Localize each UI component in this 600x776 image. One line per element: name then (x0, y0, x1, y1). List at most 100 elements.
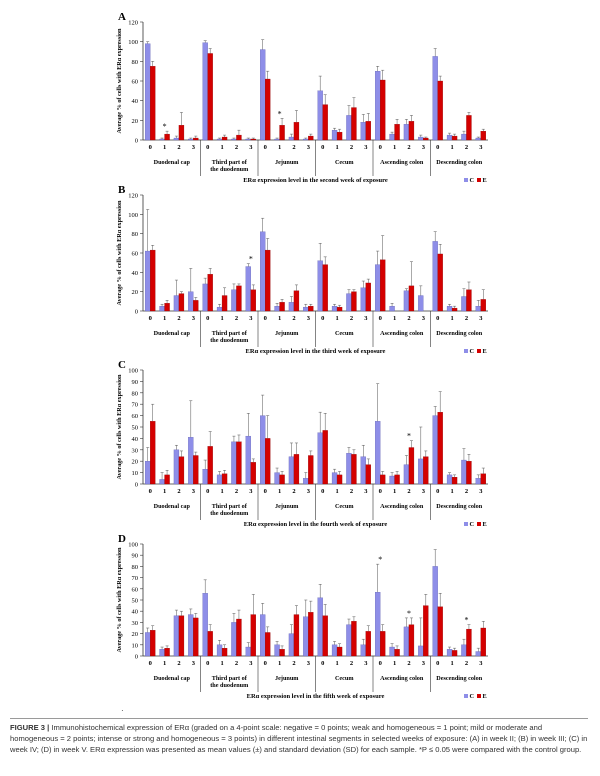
bar-c (317, 597, 323, 657)
bar-c (216, 306, 223, 312)
bar-c (389, 475, 395, 485)
bar-c (159, 306, 165, 312)
y-tick-label: 120 (128, 193, 138, 200)
level-tick-label: 2 (350, 144, 353, 151)
level-tick-label: 2 (235, 144, 238, 151)
bar-c (188, 614, 194, 657)
level-tick-label: 0 (321, 315, 324, 322)
level-tick-label: 3 (192, 660, 196, 667)
bar-e (236, 441, 242, 485)
bar-e (207, 631, 213, 657)
legend-label-c: C (470, 177, 475, 184)
level-tick-label: 2 (407, 315, 410, 322)
segment-label: Duodenal cap (154, 503, 191, 510)
y-axis-label: Average % of cells with ERα expression (116, 547, 123, 653)
panel-letter: A (118, 11, 126, 23)
bar-e (322, 615, 328, 657)
level-tick-label: 2 (292, 660, 295, 667)
bar-e (480, 131, 486, 141)
level-tick-label: 3 (422, 488, 426, 495)
level-tick-label: 2 (177, 488, 180, 495)
bar-c (216, 474, 223, 485)
bar-c (274, 472, 280, 485)
bar-e (221, 473, 228, 485)
level-tick-label: 2 (350, 660, 353, 667)
segment-label: Duodenal cap (154, 675, 191, 682)
legend-label-e: E (483, 177, 487, 184)
bar-c (461, 644, 467, 657)
y-tick-label: 30 (132, 620, 139, 627)
level-tick-label: 1 (163, 488, 166, 495)
level-tick-label: 0 (264, 144, 267, 151)
y-tick-label: 50 (132, 598, 139, 605)
bar-c (446, 474, 453, 485)
level-tick-label: 3 (364, 315, 368, 322)
bar-c (288, 302, 295, 312)
level-tick-label: 0 (436, 660, 439, 667)
bar-c (346, 293, 352, 312)
legend-label-e: E (483, 521, 487, 528)
bar-e (164, 133, 170, 141)
bar-c (403, 626, 410, 657)
bar-e (308, 135, 314, 141)
bar-c (331, 130, 338, 141)
bar-e (394, 474, 400, 485)
bar-e (351, 291, 357, 312)
bar-c (375, 71, 381, 141)
legend-label-c: C (470, 693, 475, 700)
bar-e (279, 474, 285, 485)
y-tick-label: 10 (132, 470, 139, 477)
level-tick-label: 3 (307, 660, 311, 667)
level-tick-label: 3 (422, 315, 426, 322)
bar-c (446, 306, 453, 312)
segment-label: Ascending colon (380, 503, 424, 510)
segment-label: Jejunum (275, 503, 299, 510)
bar-c (188, 138, 194, 141)
significance-star: * (407, 432, 411, 441)
segment-label: Third part of the duodenum (210, 330, 249, 344)
level-tick-label: 2 (177, 315, 180, 322)
level-tick-label: 3 (422, 660, 426, 667)
bar-c (418, 295, 424, 312)
bar-c (159, 138, 165, 141)
y-tick-label: 0 (135, 654, 138, 661)
bar-c (360, 122, 366, 141)
panel-letter: C (118, 360, 126, 371)
bar-e (250, 462, 256, 485)
bar-c (245, 266, 251, 312)
level-tick-label: 0 (436, 144, 439, 151)
segment-label: Ascending colon (380, 330, 424, 337)
legend-swatch-e (477, 349, 481, 353)
segment-label: Jejunum (275, 159, 299, 166)
level-tick-label: 3 (307, 144, 311, 151)
bar-c (475, 137, 481, 141)
segment-label: Third part of the duodenum (210, 503, 249, 517)
caption-label: FIGURE 3 | (10, 723, 50, 732)
bar-c (145, 250, 151, 312)
bar-c (159, 479, 165, 485)
segment-label: Ascending colon (380, 675, 424, 682)
y-tick-label: 70 (132, 575, 139, 582)
bar-e (150, 421, 156, 485)
bar-c (475, 478, 481, 485)
level-tick-label: 3 (192, 315, 196, 322)
level-tick-label: 0 (264, 315, 267, 322)
bar-c (375, 421, 381, 485)
level-tick-label: 0 (206, 488, 209, 495)
level-tick-label: 0 (321, 660, 324, 667)
bar-c (216, 138, 223, 141)
level-tick-label: 3 (364, 660, 368, 667)
bar-e (178, 125, 185, 141)
bar-c (461, 296, 467, 312)
level-tick-label: 3 (307, 488, 311, 495)
significance-star: * (464, 616, 468, 625)
bar-e (351, 107, 357, 141)
bar-c (432, 56, 438, 141)
footnote-mark: · (121, 706, 124, 715)
bar-e (250, 289, 256, 312)
level-tick-label: 1 (335, 660, 338, 667)
bar-c (375, 592, 381, 657)
bar-e (265, 249, 271, 312)
